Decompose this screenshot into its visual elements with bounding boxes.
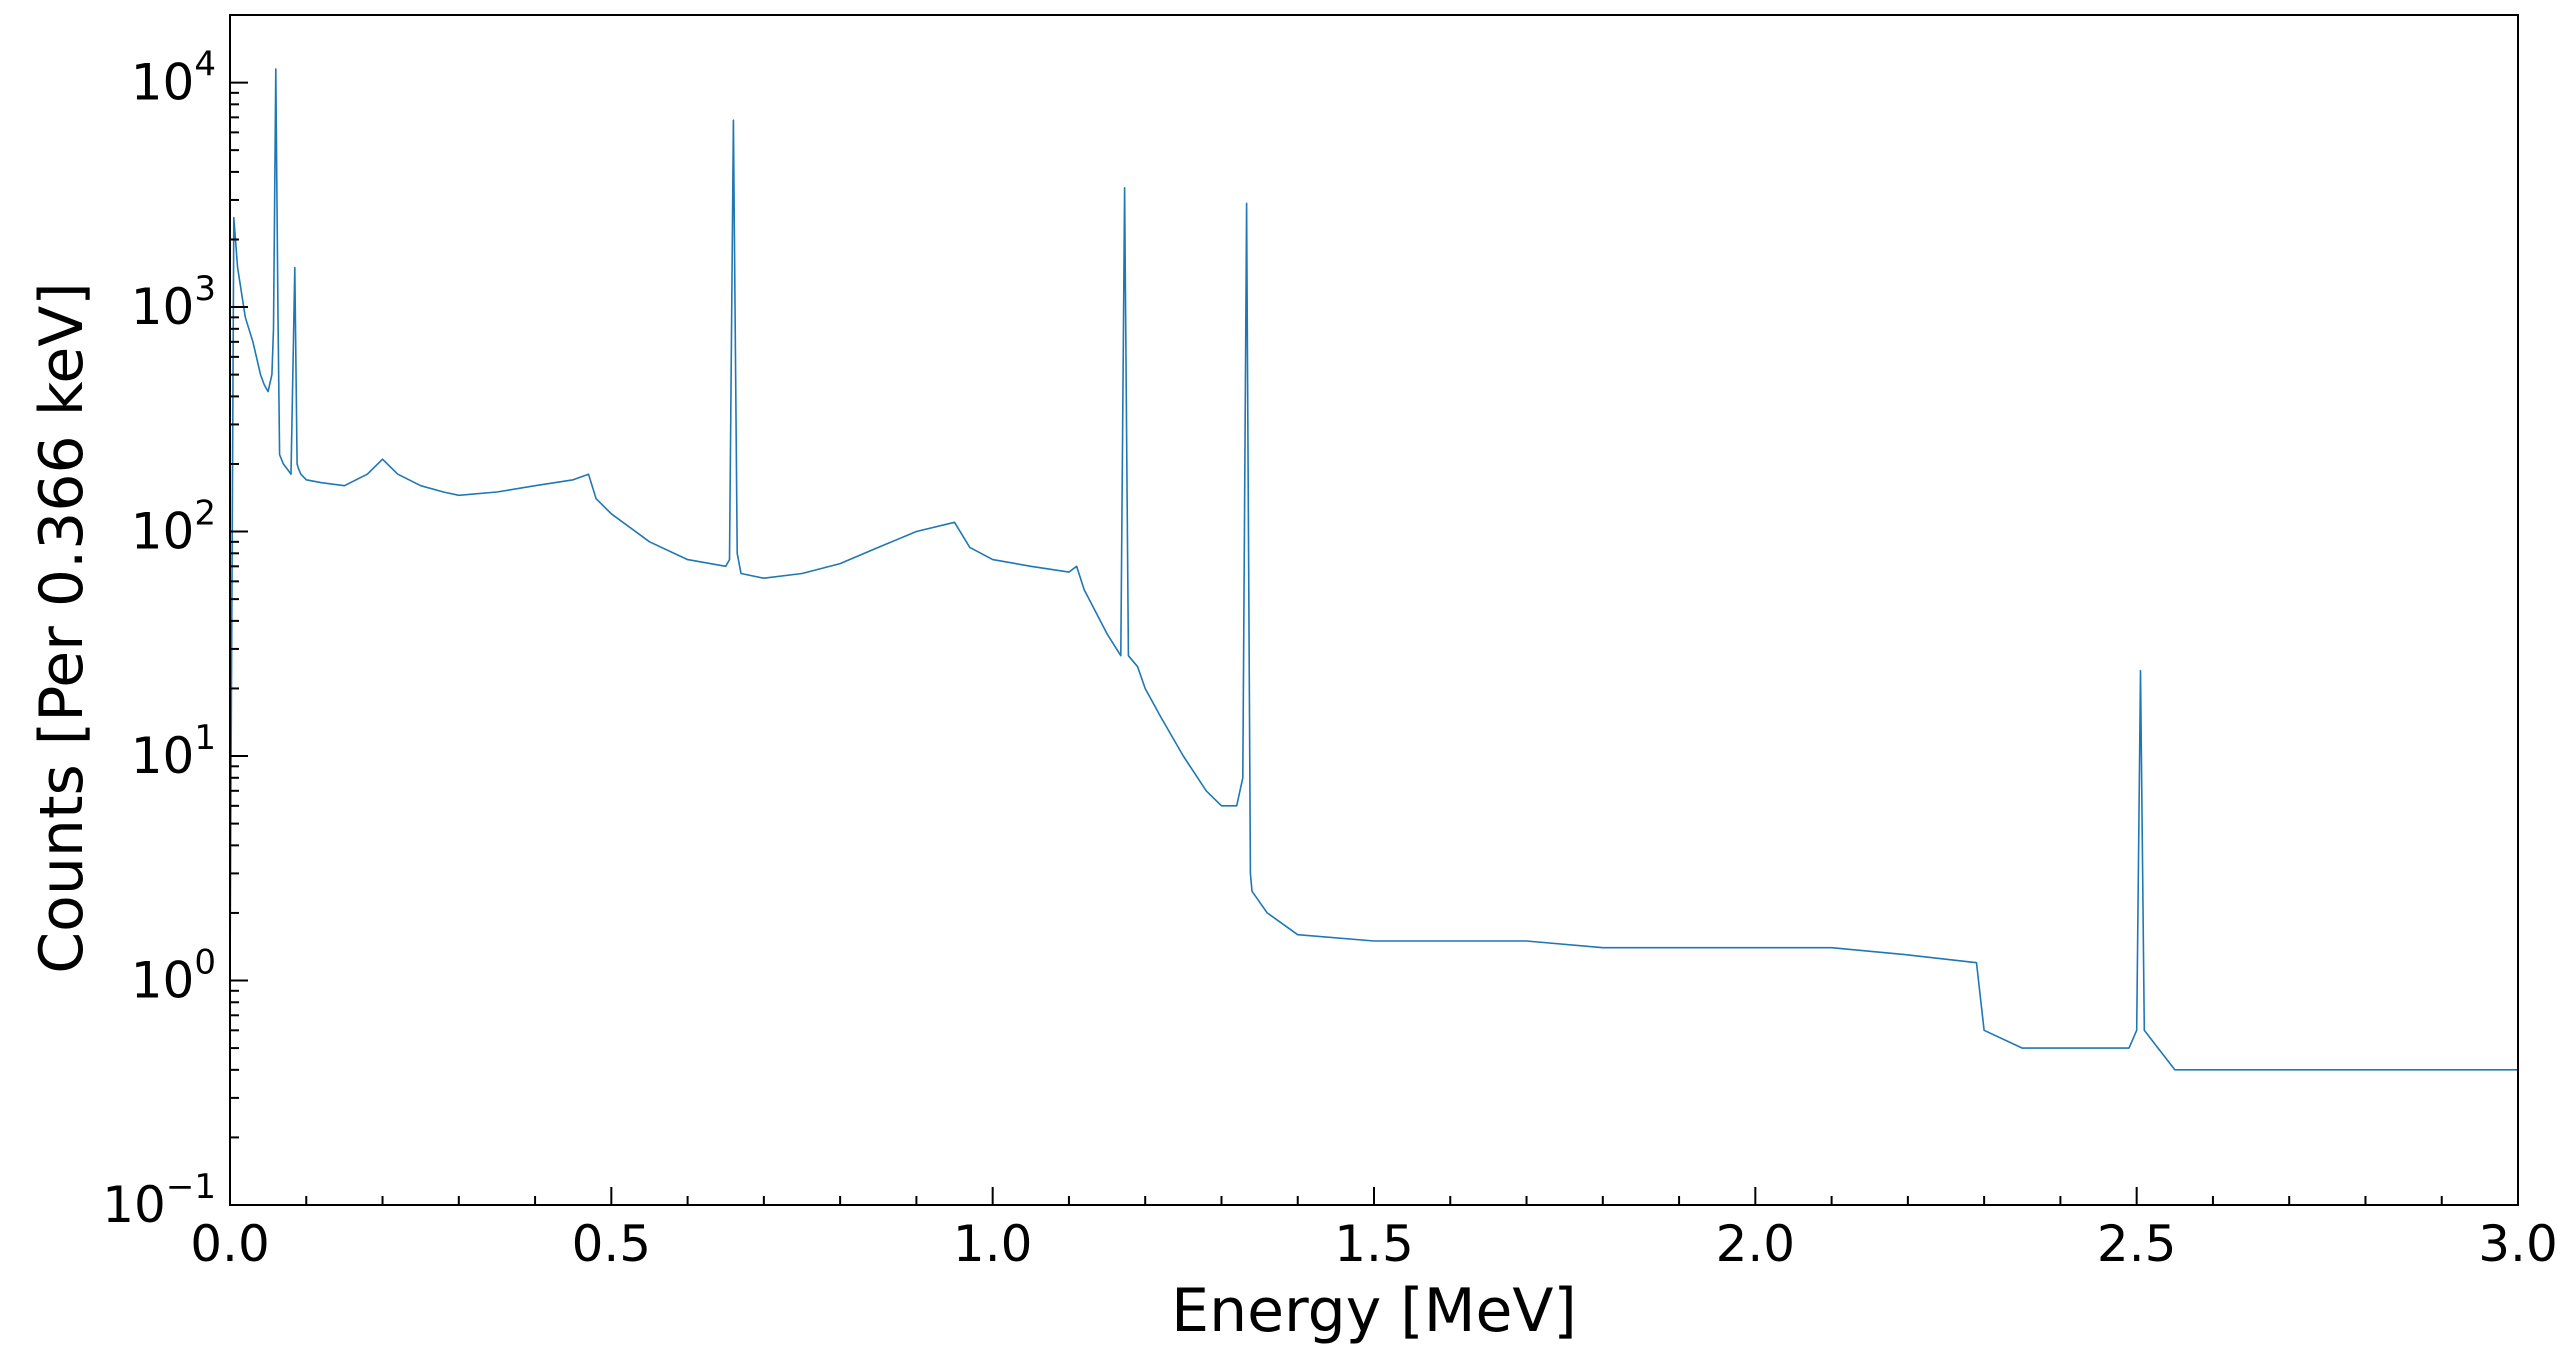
y-axis-label: Counts [Per 0.366 keV] bbox=[27, 282, 97, 973]
x-tick-label: 0.5 bbox=[572, 1215, 652, 1273]
x-tick-label: 2.0 bbox=[1716, 1215, 1796, 1273]
y-tick-label: 104 bbox=[131, 45, 216, 112]
x-tick-label: 3.0 bbox=[2478, 1215, 2558, 1273]
x-tick-label: 2.5 bbox=[2097, 1215, 2177, 1273]
x-tick-labels: 0.0 0.5 1.0 1.5 2.0 2.5 3.0 bbox=[190, 1215, 2558, 1273]
y-tick-label: 102 bbox=[131, 494, 216, 561]
y-tick-labels: 10−1 100 101 102 103 104 bbox=[102, 45, 216, 1234]
axis-ticks bbox=[229, 81, 2519, 1206]
y-tick-label: 103 bbox=[131, 269, 216, 336]
x-axis-label: Energy [MeV] bbox=[1171, 1276, 1577, 1346]
x-tick-label: 1.5 bbox=[1334, 1215, 1414, 1273]
plot-area bbox=[230, 68, 2518, 1071]
y-tick-label: 10−1 bbox=[102, 1167, 216, 1234]
x-tick-label: 0.0 bbox=[190, 1215, 270, 1273]
y-tick-label: 101 bbox=[131, 718, 216, 785]
spectrum-series-line bbox=[230, 68, 2518, 1071]
y-tick-label: 100 bbox=[131, 943, 216, 1010]
x-tick-label: 1.0 bbox=[953, 1215, 1033, 1273]
plot-frame bbox=[229, 14, 2519, 1206]
